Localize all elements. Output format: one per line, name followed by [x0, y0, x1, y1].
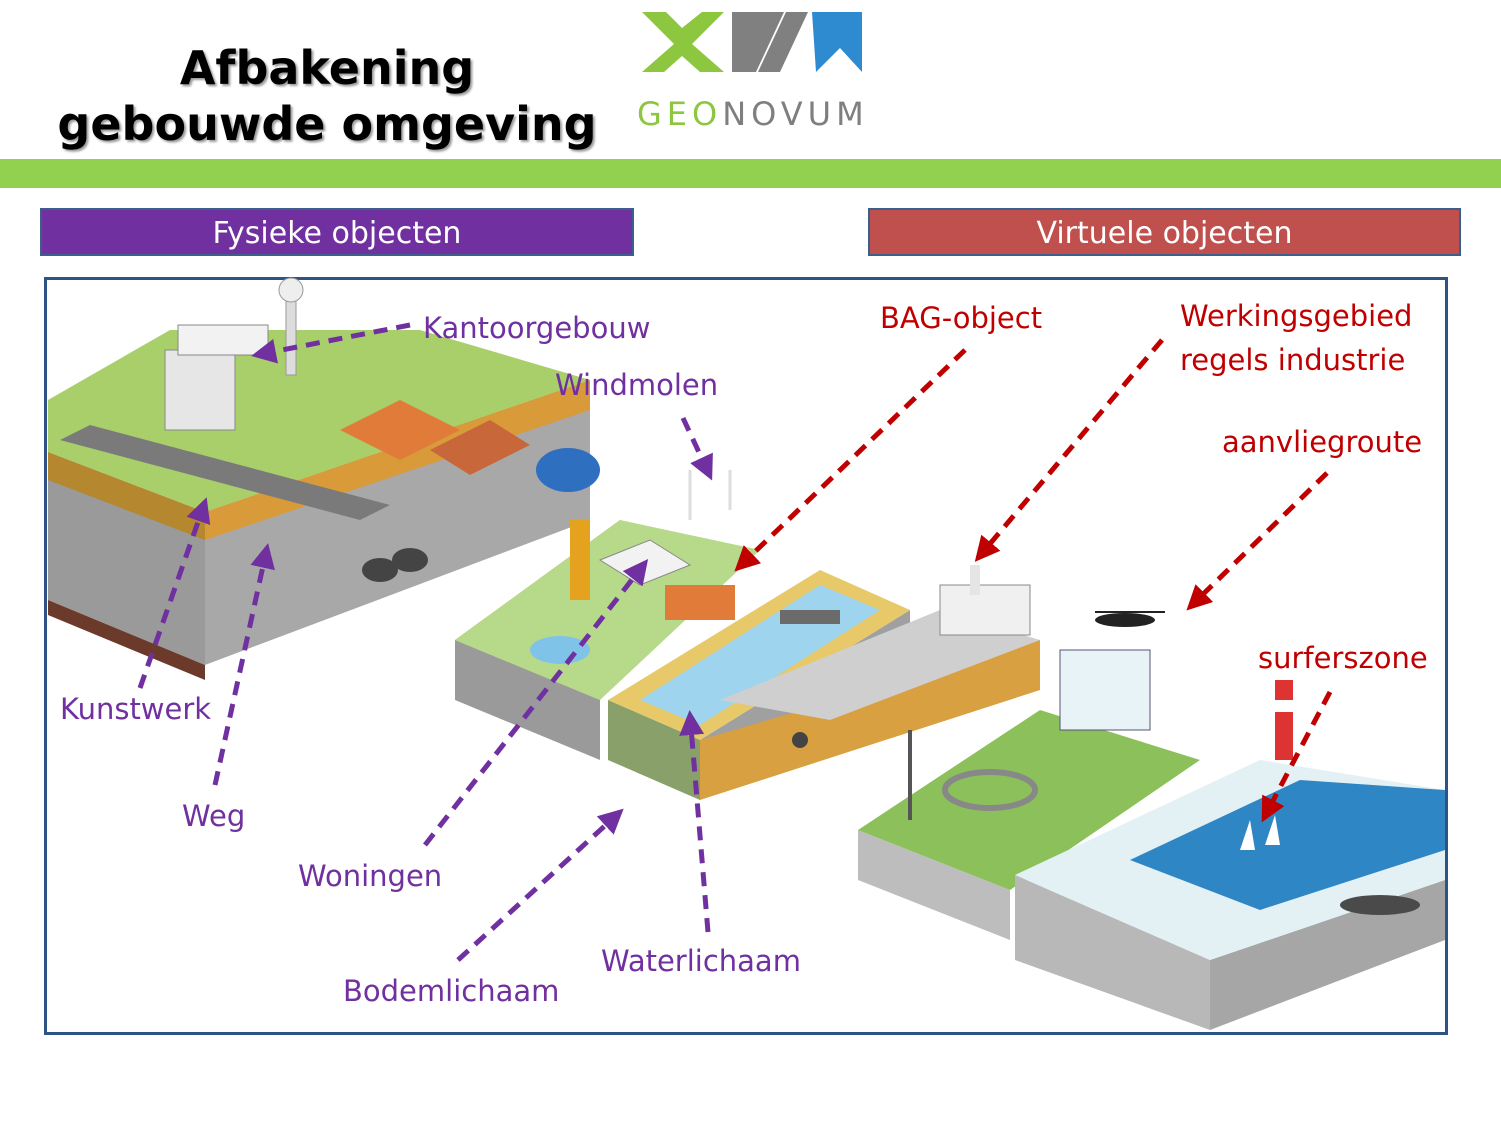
logo-wordmark: GEONOVUM	[637, 94, 869, 134]
logo-word-geo: GEO	[637, 95, 723, 133]
page-title: Afbakening gebouwde omgeving	[22, 40, 632, 152]
header-physical-objects: Fysieke objecten	[40, 208, 634, 256]
arrow-surferszone	[1261, 690, 1333, 823]
label-bodemlichaam: Bodemlichaam	[343, 974, 560, 1008]
label-werkingsgebied-line-2: regels industrie	[1180, 343, 1406, 377]
arrow-aanvliegroute	[1186, 471, 1329, 611]
accent-bar	[0, 159, 1501, 188]
label-waterlichaam: Waterlichaam	[601, 944, 801, 978]
arrow-woningen	[423, 559, 649, 847]
label-woningen: Woningen	[298, 859, 443, 893]
sea-block	[1015, 680, 1445, 1030]
virtual-arrows	[734, 338, 1333, 823]
industry-block	[700, 565, 1040, 800]
label-kunstwerk: Kunstwerk	[60, 692, 212, 726]
label-aanvliegroute: aanvliegroute	[1222, 425, 1423, 459]
arrow-bodemlichaam	[456, 808, 624, 962]
header-virtual-objects: Virtuele objecten	[868, 208, 1461, 256]
arrow-kantoorgebouw	[251, 322, 411, 364]
title-line-2: gebouwde omgeving	[57, 97, 597, 151]
housing-block	[455, 470, 760, 760]
label-kantoorgebouw: Kantoorgebouw	[423, 311, 651, 345]
title-line-1: Afbakening	[179, 41, 475, 95]
label-weg: Weg	[182, 799, 246, 833]
airport-block	[858, 611, 1200, 940]
label-surferszone: surferszone	[1258, 641, 1428, 675]
physical-arrows	[137, 322, 713, 962]
arrow-windmolen	[680, 416, 713, 481]
label-werkingsgebied-line-1: Werkingsgebied	[1180, 299, 1413, 333]
geonovum-logo-icon	[642, 12, 862, 72]
arrow-weg	[212, 543, 275, 786]
arrow-werkingsgebied	[974, 338, 1164, 562]
arrow-waterlichaam	[679, 710, 711, 933]
label-bag-object: BAG-object	[880, 301, 1043, 335]
logo-word-novum: NOVUM	[722, 95, 869, 133]
arrow-bag-object	[734, 348, 967, 572]
arrow-kunstwerk	[137, 497, 211, 689]
label-windmolen: Windmolen	[555, 368, 719, 402]
